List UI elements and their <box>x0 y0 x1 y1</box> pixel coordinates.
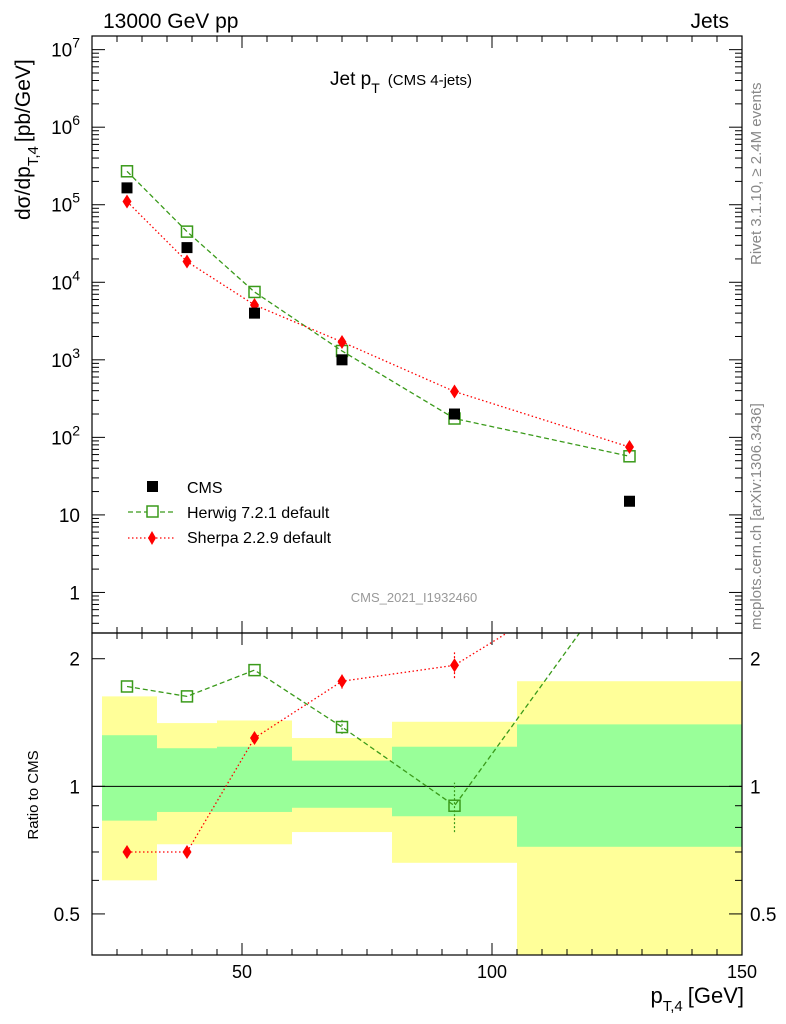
ratio-y-tick-label: 0.5 <box>54 905 80 926</box>
ratio-herwig-line <box>126 633 581 807</box>
cms-point <box>181 242 193 254</box>
ratio-plot-marks <box>120 633 581 859</box>
sherpa-point <box>337 334 347 349</box>
legend-herwig-marker <box>146 505 159 518</box>
legend-cms-label: CMS <box>187 480 223 497</box>
x-axis-label: pT,4 [GeV] <box>650 983 744 1015</box>
ratio-herwig-point <box>120 680 134 693</box>
x-tick-label: 100 <box>477 962 507 982</box>
herwig-point <box>120 165 134 178</box>
ratio-herwig-point <box>335 720 349 734</box>
legend-cms-marker <box>147 481 158 492</box>
band-inner <box>517 724 742 847</box>
header-right: Jets <box>690 10 729 33</box>
ratio-herwig-point <box>448 799 461 812</box>
legend-herwig-label: Herwig 7.2.1 default <box>187 505 330 522</box>
legend-sherpa-label: Sherpa 2.2.9 default <box>187 530 332 547</box>
y-tick-label: 103 <box>51 345 80 372</box>
main-series-group <box>120 165 636 507</box>
mcplots-label: mcplots.cern.ch [arXiv:1306.3436] <box>748 403 765 630</box>
ratio-series-group <box>120 633 581 859</box>
band-inner <box>392 746 517 817</box>
sherpa-line <box>126 201 630 448</box>
ratio-sherpa-line <box>127 633 508 853</box>
ratio-plot-axes: 50 100 150 0.5 0.5 1 1 2 2 <box>54 632 776 982</box>
header-left: 13000 GeV pp <box>103 10 238 33</box>
y-tick-label: 102 <box>51 422 80 449</box>
cms-point <box>249 307 260 319</box>
x-tick-label: 150 <box>727 962 757 982</box>
cms-point <box>449 408 460 420</box>
x-tick-label: 50 <box>232 962 252 982</box>
herwig-point <box>248 285 261 299</box>
y-tick-label: 107 <box>51 35 80 62</box>
herwig-line <box>126 170 630 457</box>
ratio-uncertainty-bands <box>92 681 742 955</box>
ratio-sherpa-point <box>337 674 347 689</box>
analysis-watermark: CMS_2021_I1932460 <box>351 590 478 605</box>
main-y-axis-label: dσ/dpT,4[pb/GeV] <box>12 59 42 220</box>
y-tick-label: 104 <box>51 267 80 294</box>
ratio-herwig-point <box>180 690 194 703</box>
ratio-sherpa-point <box>450 658 459 673</box>
cms-point <box>336 354 348 366</box>
main-plot-axes: 1 10 102 103 104 105 106 107 <box>51 35 743 634</box>
ratio-y-tick-label-right: 0.5 <box>750 905 776 926</box>
band-inner <box>157 748 217 812</box>
sherpa-point <box>122 194 132 209</box>
ratio-y-tick-label-right: 2 <box>750 650 761 671</box>
band-inner <box>217 746 292 812</box>
y-tick-label: 106 <box>51 112 80 139</box>
cms-point <box>121 182 133 194</box>
ratio-herwig-point <box>248 663 261 677</box>
ratio-y-tick-label-right: 1 <box>750 777 761 798</box>
sherpa-point <box>450 384 459 399</box>
herwig-point <box>180 225 194 238</box>
band-inner <box>102 735 157 821</box>
ratio-sherpa-point <box>250 731 259 746</box>
main-title: Jet pT (CMS 4-jets) <box>330 69 472 96</box>
sherpa-point <box>625 440 634 455</box>
main-plot-marks <box>120 165 636 507</box>
rivet-label: Rivet 3.1.10, ≥ 2.4M events <box>748 83 765 266</box>
ratio-y-tick-label: 1 <box>69 777 80 798</box>
y-tick-label: 10 <box>59 506 80 527</box>
cms-point <box>624 495 635 507</box>
band-inner <box>292 760 392 808</box>
y-tick-label: 105 <box>51 190 80 217</box>
legend-sherpa-marker <box>148 531 156 545</box>
ratio-sherpa-point <box>122 844 132 859</box>
y-tick-label: 1 <box>69 583 80 604</box>
ratio-sherpa-point <box>182 844 192 859</box>
ratio-y-axis-label: Ratio to CMS <box>25 750 42 839</box>
sherpa-point <box>182 254 192 269</box>
legend: CMS Herwig 7.2.1 default Sherpa 2.2.9 de… <box>128 480 332 547</box>
ratio-y-tick-label: 2 <box>69 650 80 671</box>
